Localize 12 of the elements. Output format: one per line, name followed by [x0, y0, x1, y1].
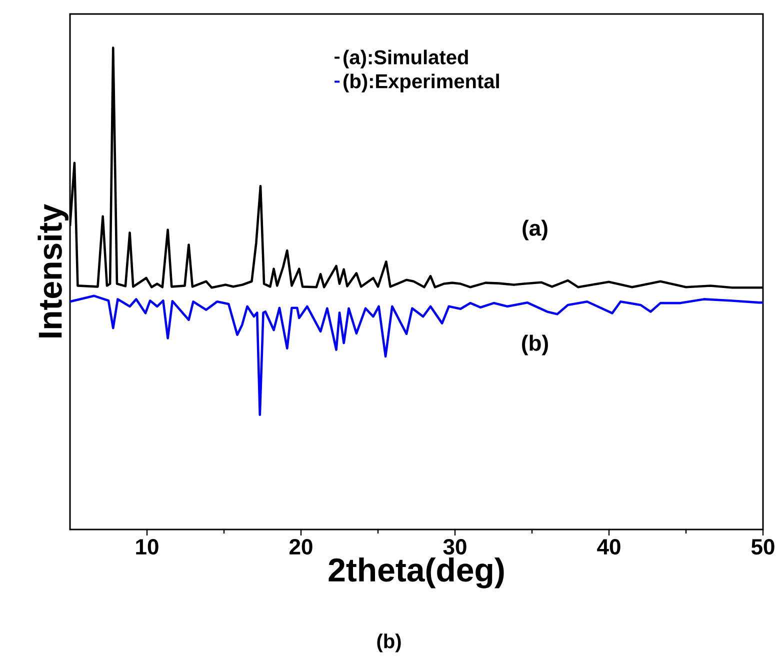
- legend-label: (a):Simulated: [344, 50, 468, 68]
- x-tick-label: 20: [290, 539, 312, 555]
- text: (b): [377, 634, 401, 652]
- x-tick-label: 40: [597, 539, 620, 555]
- x-tick-label: 50: [751, 539, 774, 555]
- annotation: (a): [522, 220, 548, 240]
- x-axis-title: 2theta(deg): [328, 557, 504, 588]
- annotation: (b): [522, 334, 548, 356]
- x-tick-label: 30: [443, 539, 466, 555]
- x-tick-label: 10: [136, 539, 158, 555]
- legend-label: (b):Experimental: [344, 74, 499, 92]
- y-axis-title: Intensity: [38, 204, 68, 338]
